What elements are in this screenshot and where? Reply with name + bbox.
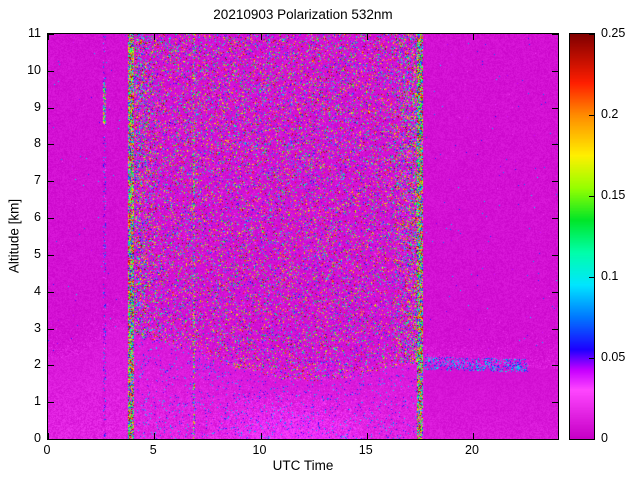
y-tick-mark [552, 218, 558, 220]
colorbar [569, 33, 595, 440]
y-tick-label: 4 [34, 283, 41, 298]
colorbar-tick-label: 0.25 [601, 26, 626, 40]
x-tick-mark [154, 34, 156, 40]
colorbar-tick-mark [589, 34, 594, 35]
x-tick-mark [260, 433, 262, 439]
x-tick-mark [260, 34, 262, 40]
y-tick-mark [48, 402, 54, 404]
y-axis-label: Altitude [km] [6, 198, 22, 274]
colorbar-tick-mark [589, 115, 594, 116]
y-tick-mark [48, 144, 54, 146]
y-tick-mark [48, 34, 54, 35]
y-tick-mark [48, 218, 54, 220]
colorbar-canvas [570, 34, 594, 439]
colorbar-tick-label: 0.05 [601, 350, 626, 364]
y-tick-mark [552, 70, 558, 72]
colorbar-tick-label: 0.15 [601, 188, 626, 202]
colorbar-tick-mark [589, 277, 594, 278]
x-tick-mark [48, 34, 49, 40]
colorbar-tick-mark [589, 196, 594, 197]
colorbar-tick-label: 0.1 [601, 269, 619, 283]
x-tick-label: 0 [43, 443, 51, 457]
y-tick-label: 10 [27, 62, 41, 77]
y-tick-mark [48, 181, 54, 183]
y-tick-mark [552, 107, 558, 109]
x-tick-label: 5 [149, 443, 157, 457]
y-tick-mark [48, 439, 54, 440]
y-tick-mark [48, 107, 54, 109]
colorbar-tick-mark [589, 358, 594, 359]
y-tick-mark [552, 439, 558, 440]
y-tick-mark [552, 365, 558, 367]
y-tick-mark [552, 144, 558, 146]
y-tick-label: 6 [34, 210, 41, 225]
y-tick-label: 8 [34, 136, 41, 151]
colorbar-tick-mark [589, 439, 594, 440]
y-tick-mark [552, 34, 558, 35]
y-tick-mark [48, 70, 54, 72]
plot-area [47, 33, 559, 440]
y-tick-mark [552, 291, 558, 293]
heatmap-canvas [48, 34, 558, 439]
y-tick-label: 7 [34, 173, 41, 188]
x-tick-label: 15 [358, 443, 373, 457]
y-tick-mark [48, 365, 54, 367]
y-tick-mark [552, 181, 558, 183]
y-tick-mark [48, 254, 54, 256]
y-tick-label: 9 [34, 99, 41, 114]
y-tick-label: 5 [34, 246, 41, 261]
y-tick-mark [48, 291, 54, 293]
y-tick-mark [552, 254, 558, 256]
x-tick-mark [366, 34, 368, 40]
y-tick-label: 2 [34, 357, 41, 372]
x-tick-label: 20 [465, 443, 479, 457]
colorbar-tick-label: 0.2 [601, 107, 619, 121]
y-tick-mark [552, 328, 558, 330]
x-tick-mark [366, 433, 368, 439]
y-tick-label: 1 [34, 394, 41, 409]
y-tick-label: 11 [28, 26, 41, 40]
x-tick-label: 10 [252, 443, 267, 457]
plot-title: 20210903 Polarization 532nm [213, 7, 393, 22]
y-tick-mark [48, 328, 54, 330]
x-axis-label: UTC Time [272, 458, 334, 473]
y-tick-mark [552, 402, 558, 404]
colorbar-tick-label: 0 [601, 431, 608, 445]
y-tick-label: 0 [34, 431, 41, 445]
x-tick-mark [473, 433, 474, 439]
x-tick-mark [473, 34, 474, 40]
x-tick-mark [48, 433, 49, 439]
y-tick-label: 3 [34, 320, 41, 335]
x-tick-mark [154, 433, 156, 439]
